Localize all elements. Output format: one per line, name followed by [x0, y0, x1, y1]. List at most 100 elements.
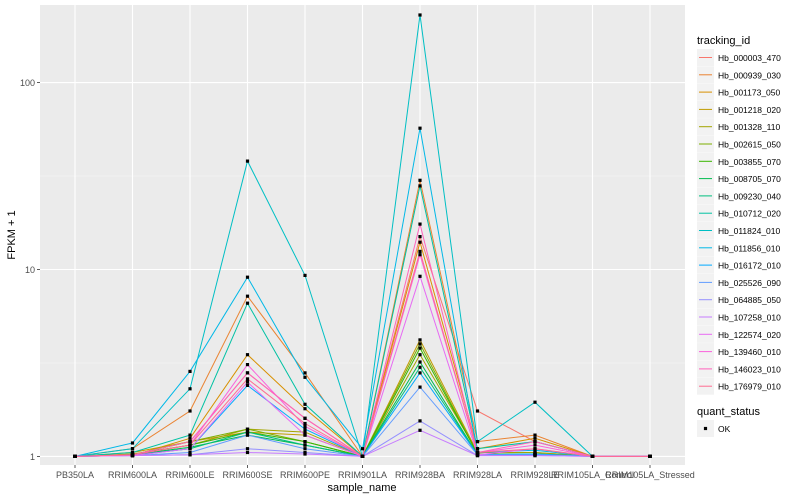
data-point: [303, 407, 307, 411]
shape-legend-label: OK: [718, 424, 731, 434]
data-point: [533, 443, 537, 447]
legend-label: Hb_001328_110: [718, 122, 781, 132]
data-point: [648, 454, 652, 458]
data-point: [418, 346, 422, 350]
data-point: [245, 294, 250, 298]
data-point: [188, 443, 192, 447]
data-point: [130, 453, 135, 457]
legend-label: Hb_107258_010: [718, 313, 781, 323]
data-point: [303, 424, 307, 428]
data-point: [418, 249, 422, 253]
data-point: [245, 275, 250, 279]
legend-label: Hb_003855_070: [718, 157, 781, 167]
data-point: [73, 454, 77, 458]
data-point: [245, 427, 250, 431]
data-point: [245, 371, 250, 375]
legend-label: Hb_139460_010: [718, 347, 781, 357]
data-point: [418, 222, 422, 226]
legend-label: Hb_000003_470: [718, 53, 781, 63]
x-tick-label: RRIM105LA_Stressed: [605, 470, 695, 480]
legend: tracking_id Hb_000003_470Hb_000939_030Hb…: [697, 35, 781, 437]
data-point: [533, 436, 537, 440]
data-point: [188, 433, 192, 437]
shape-legend-title: quant_status: [697, 406, 760, 418]
x-tick-label: RRIM928BA: [395, 470, 445, 480]
data-point: [418, 274, 422, 278]
data-point: [303, 421, 307, 426]
data-point: [188, 436, 192, 440]
data-point: [475, 450, 480, 455]
legend-label: Hb_146023_010: [718, 364, 781, 374]
x-tick-label: RRIM901LA: [338, 470, 387, 480]
data-point: [418, 240, 422, 244]
legend-label: Hb_064885_050: [718, 295, 781, 305]
data-point: [475, 453, 480, 457]
y-axis: 1 10 100: [20, 78, 40, 462]
y-tick-label: 100: [20, 78, 35, 88]
data-point: [188, 369, 192, 373]
x-tick-label: RRIM105LA_Control: [551, 470, 634, 480]
data-point: [188, 450, 192, 455]
data-point: [303, 375, 307, 379]
shape-legend-marker: [703, 426, 708, 431]
data-point: [590, 454, 595, 458]
data-point: [418, 353, 422, 357]
data-point: [245, 301, 250, 305]
data-point: [245, 450, 250, 455]
data-point: [303, 452, 307, 456]
legend-label: Hb_122574_020: [718, 330, 781, 340]
x-tick-label: RRIM600PE: [280, 470, 330, 480]
data-point: [188, 440, 192, 444]
data-point: [303, 433, 307, 437]
x-tick-label: RRIM928LA: [453, 470, 502, 480]
legend-label: Hb_025526_090: [718, 278, 781, 288]
legend-items: Hb_000003_470 Hb_000939_030 Hb_001173_050 H…: [697, 49, 781, 395]
data-point: [418, 178, 422, 182]
data-point: [533, 454, 537, 458]
y-axis-label: FPKM + 1: [6, 210, 18, 259]
legend-title: tracking_id: [697, 35, 750, 47]
data-point: [418, 338, 422, 342]
data-point: [418, 342, 422, 346]
data-point: [418, 253, 422, 257]
data-point: [475, 409, 480, 413]
data-point: [245, 447, 250, 451]
data-point: [130, 441, 135, 445]
data-point: [130, 450, 135, 455]
data-point: [303, 427, 307, 431]
data-point: [245, 363, 250, 367]
data-point: [418, 419, 422, 423]
data-point: [245, 380, 250, 384]
data-point: [303, 430, 307, 434]
x-tick-label: RRIM600SE: [222, 470, 272, 480]
data-point: [418, 365, 422, 369]
data-point: [303, 440, 307, 444]
legend-label: Hb_011856_010: [718, 243, 781, 253]
data-points: [73, 13, 652, 458]
legend-label: Hb_001173_050: [718, 88, 781, 98]
x-tick-label: RRIM600LA: [108, 470, 157, 480]
data-point: [418, 360, 422, 364]
legend-label: Hb_016172_010: [718, 261, 781, 271]
data-point: [418, 371, 422, 375]
data-point: [245, 377, 250, 381]
data-point: [245, 353, 250, 357]
data-point: [418, 235, 422, 239]
data-point: [188, 387, 192, 391]
data-point: [303, 371, 307, 375]
data-point: [130, 447, 135, 451]
data-point: [188, 447, 192, 451]
data-point: [245, 383, 250, 387]
data-point: [303, 273, 307, 277]
legend-label: Hb_008705_070: [718, 174, 781, 184]
legend-label: Hb_011824_010: [718, 226, 781, 236]
y-tick-label: 1: [30, 452, 35, 462]
x-axis: PB350LA RRIM600LA RRIM600LE RRIM600SE RRIM60…: [56, 465, 695, 480]
data-point: [245, 159, 250, 163]
x-tick-label: RRIM600LE: [165, 470, 214, 480]
data-point: [475, 440, 480, 444]
data-point: [418, 13, 422, 17]
data-point: [533, 433, 537, 437]
data-point: [188, 409, 192, 413]
